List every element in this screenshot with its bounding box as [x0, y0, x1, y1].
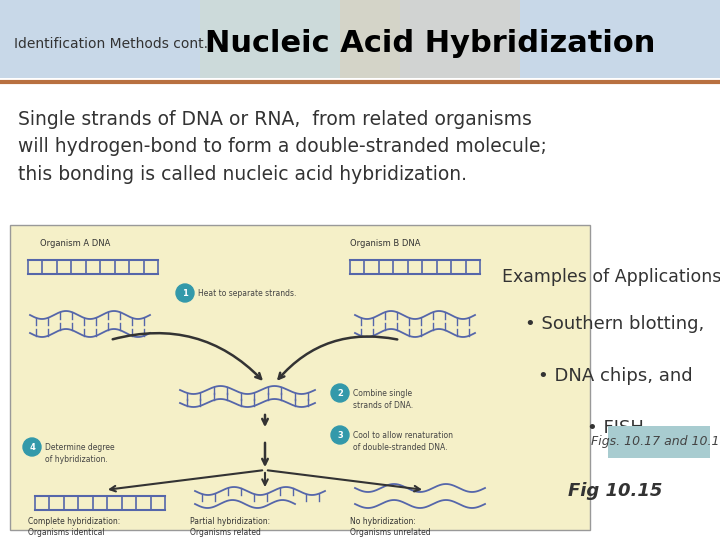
- Circle shape: [331, 426, 349, 444]
- Text: Identification Methods cont.:: Identification Methods cont.:: [14, 37, 217, 51]
- Bar: [340, 0, 520, 78]
- FancyBboxPatch shape: [608, 426, 710, 458]
- Text: Heat to separate strands.: Heat to separate strands.: [198, 288, 297, 298]
- Text: • Southern blotting,: • Southern blotting,: [526, 315, 705, 333]
- Text: No hybridization:
Organisms unrelated: No hybridization: Organisms unrelated: [350, 517, 431, 537]
- Bar: [10, 225, 590, 530]
- Text: 4: 4: [29, 442, 35, 451]
- Text: Cool to allow renaturation
of double-stranded DNA.: Cool to allow renaturation of double-str…: [353, 431, 453, 452]
- Text: Complete hybridization:
Organisms identical: Complete hybridization: Organisms identi…: [28, 517, 120, 537]
- Text: Combine single
strands of DNA.: Combine single strands of DNA.: [353, 389, 413, 410]
- Text: 2: 2: [337, 388, 343, 397]
- Text: • DNA chips, and: • DNA chips, and: [538, 367, 693, 385]
- Text: Organism A DNA: Organism A DNA: [40, 239, 110, 248]
- Text: Examples of Applications:: Examples of Applications:: [503, 268, 720, 286]
- Text: Nucleic Acid Hybridization: Nucleic Acid Hybridization: [205, 30, 655, 58]
- Circle shape: [331, 384, 349, 402]
- Bar: [0, 0, 720, 78]
- Text: Figs. 10.17 and 10.18: Figs. 10.17 and 10.18: [590, 435, 720, 449]
- Circle shape: [176, 284, 194, 302]
- Text: 1: 1: [182, 288, 188, 298]
- Text: Fig 10.15: Fig 10.15: [568, 482, 662, 500]
- Circle shape: [23, 438, 41, 456]
- Bar: [200, 0, 400, 78]
- Text: Partial hybridization:
Organisms related: Partial hybridization: Organisms related: [190, 517, 270, 537]
- Text: 3: 3: [337, 430, 343, 440]
- Text: Single strands of DNA or RNA,  from related organisms
will hydrogen-bond to form: Single strands of DNA or RNA, from relat…: [18, 110, 547, 184]
- Text: Determine degree
of hybridization.: Determine degree of hybridization.: [45, 443, 114, 464]
- Text: • FISH: • FISH: [587, 419, 644, 437]
- Text: Organism B DNA: Organism B DNA: [350, 239, 420, 248]
